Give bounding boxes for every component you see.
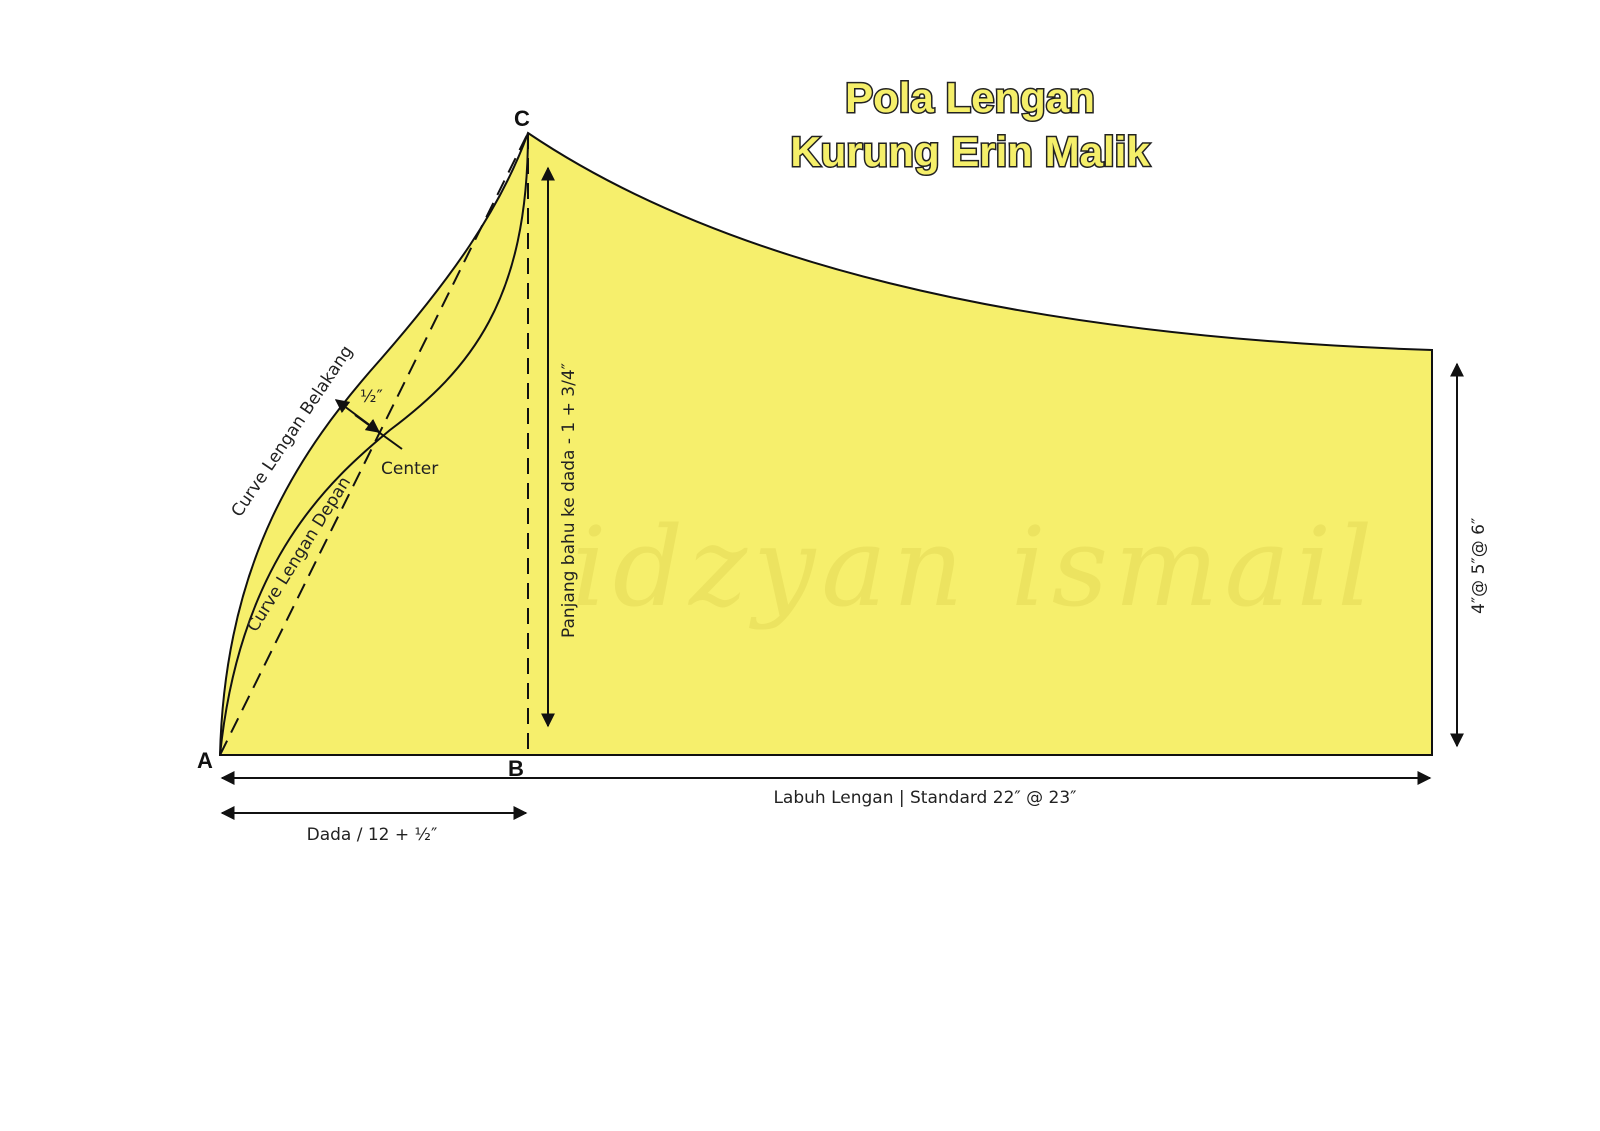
point-label: A bbox=[197, 748, 213, 773]
title-line: Kurung Erin Malik bbox=[790, 128, 1150, 175]
title-line: Pola Lengan bbox=[845, 74, 1095, 121]
offset-arrow bbox=[334, 399, 381, 433]
front-curve bbox=[219, 132, 529, 756]
center-label: Center bbox=[381, 459, 438, 479]
watermark: idzyan ismail bbox=[572, 503, 1379, 631]
offset-label: ½″ bbox=[360, 387, 383, 407]
cuff-label: 4″@ 5″@ 6″ bbox=[1469, 518, 1489, 614]
diagonal-guide bbox=[219, 132, 529, 756]
sleeve-shape bbox=[218, 131, 1433, 756]
chest-label: Dada / 12 + ½″ bbox=[307, 825, 438, 845]
point-label: C bbox=[514, 106, 530, 131]
height-label: Panjang bahu ke dada - 1 + 3/4″ bbox=[559, 363, 579, 638]
length-label: Labuh Lengan | Standard 22″ @ 23″ bbox=[773, 788, 1076, 808]
point-label: B bbox=[508, 756, 524, 781]
